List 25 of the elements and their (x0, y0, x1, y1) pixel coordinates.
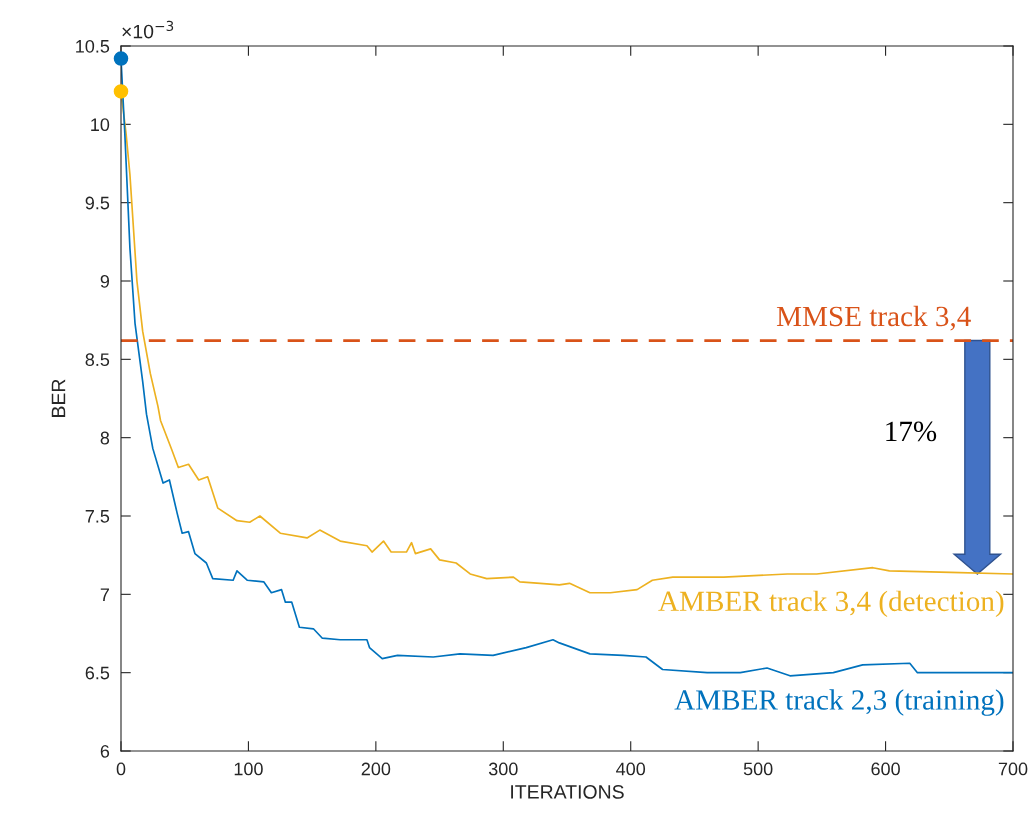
y-tick-label: 10.5 (76, 39, 110, 53)
annotation: 17% (886, 421, 937, 442)
text: ×10$^{−3}$ (122, 20, 174, 39)
x-tick-label: 700 (998, 762, 1028, 776)
series-label: AMBER track 2,3 (training) (674, 689, 1004, 716)
y-tick-label: 9 (100, 274, 110, 288)
x-tick-label: 600 (871, 762, 900, 776)
y-tick-label: 8 (100, 431, 110, 445)
y-tick-label: 7.5 (85, 510, 110, 523)
series-label: AMBER track 3,4 (detection) (658, 590, 1004, 618)
y-axis-title: BER (51, 379, 66, 417)
y-tick-label: 6.5 (85, 666, 110, 680)
x-tick-label: 300 (488, 762, 518, 776)
x-tick-label: 0 (116, 762, 126, 776)
y-tick-label: 10 (91, 118, 110, 132)
x-tick-label: 500 (743, 762, 773, 776)
y-tick-label: 8.5 (85, 353, 110, 367)
x-axis-title: ITERATIONS (511, 785, 624, 799)
y-tick-label: 7 (100, 588, 109, 601)
y-tick-label: 6 (100, 744, 110, 758)
x-tick-label: 100 (234, 762, 263, 776)
x-tick-label: 400 (616, 762, 646, 776)
y-tick-label: 9.5 (85, 196, 110, 210)
ref-line-label: MMSE track 3,4 (776, 305, 971, 331)
x-tick-label: 200 (361, 762, 391, 776)
